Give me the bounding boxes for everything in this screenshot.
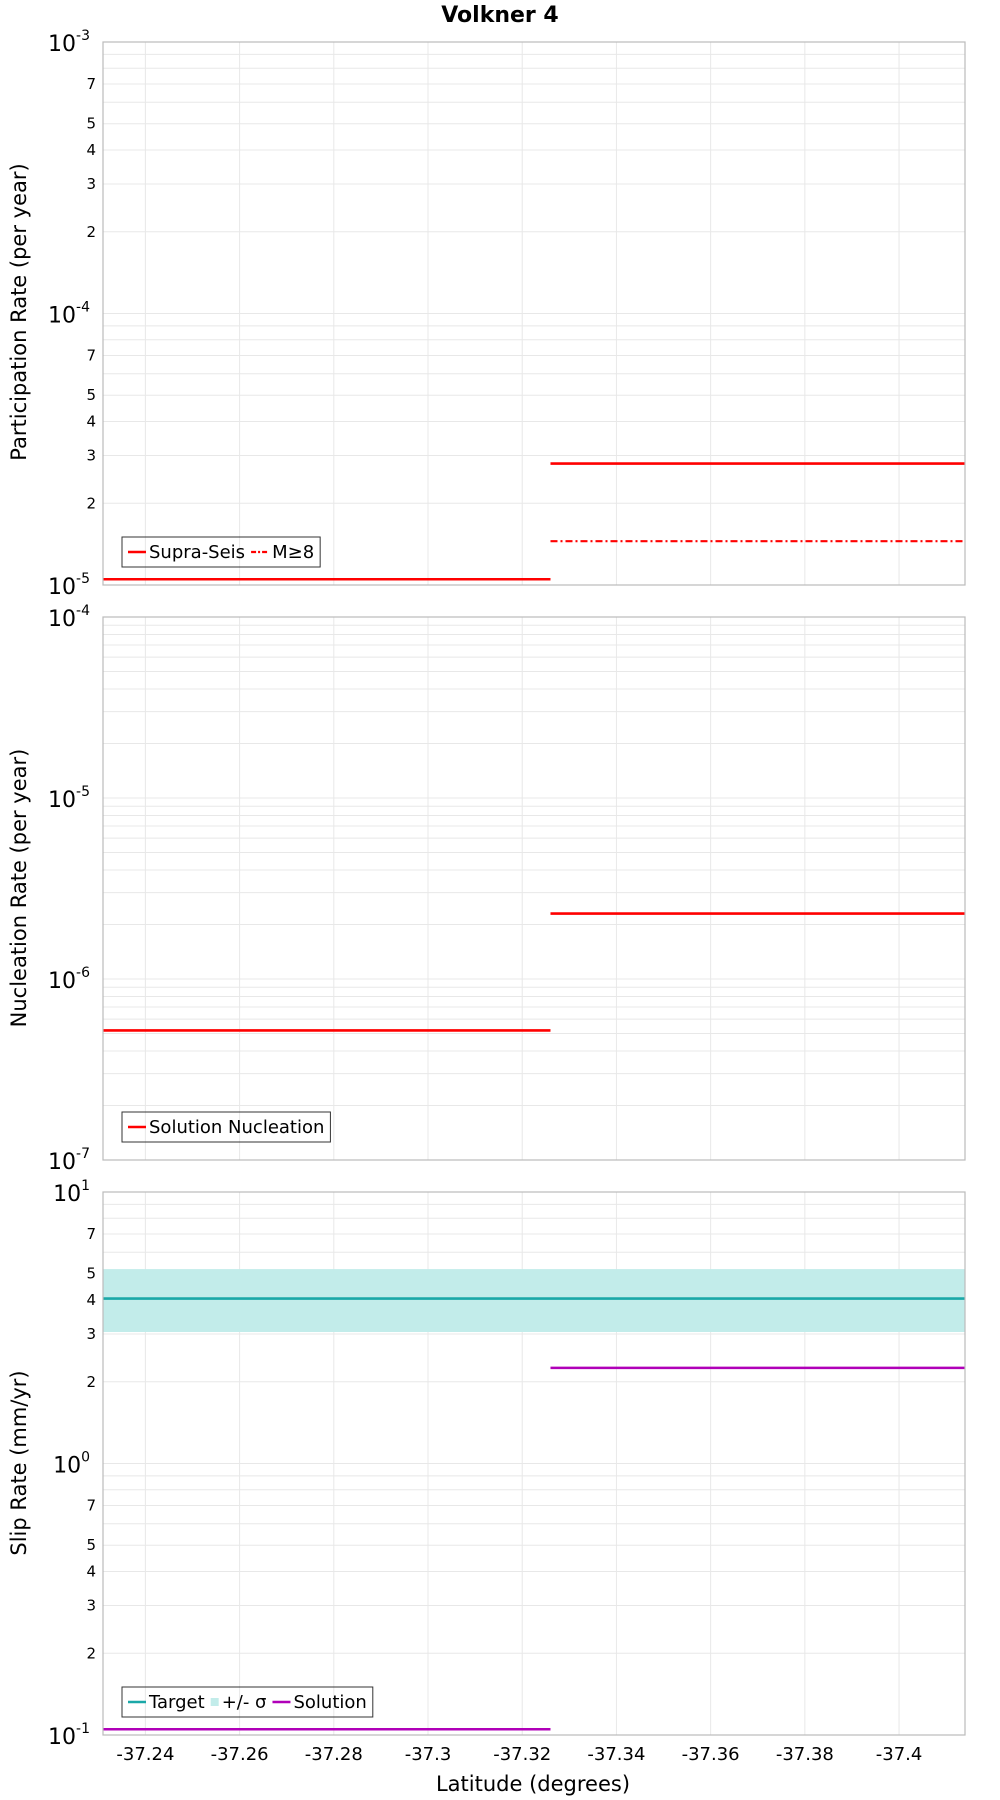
x-tick-label: -37.34 <box>587 1744 645 1765</box>
y-tick-minor-label: 4 <box>86 141 96 159</box>
sliprate-ylabel: Slip Rate (mm/yr) <box>7 1370 31 1555</box>
y-tick-minor-label: 3 <box>86 446 96 464</box>
y-tick-minor-label: 7 <box>86 75 96 93</box>
legend-label: M≥8 <box>272 542 314 563</box>
y-tick-minor-label: 3 <box>86 1596 96 1614</box>
y-tick-minor-label: 2 <box>86 223 96 241</box>
y-tick-decade-label: 10-4 <box>48 603 90 632</box>
y-tick-minor-label: 7 <box>86 1225 96 1243</box>
legend-swatch-band <box>210 1698 219 1706</box>
y-tick-minor-label: 4 <box>86 413 96 431</box>
x-axis-label: Latitude (degrees) <box>436 1772 630 1796</box>
y-tick-minor-label: 3 <box>86 175 96 193</box>
y-tick-minor-label: 5 <box>86 1536 96 1554</box>
legend-label: Solution <box>293 1692 366 1713</box>
y-tick-minor-label: 2 <box>86 494 96 512</box>
legend: Target +/- σ Solution <box>121 1686 374 1718</box>
chart-title: Volkner 4 <box>441 3 559 28</box>
plot-frame <box>102 1191 966 1736</box>
participation-rate-panel: 10-3 10-4 10-5 2 3 4 5 7 2 3 4 5 7 Supra-Seis M≥8 <box>48 28 966 600</box>
y-tick-minor-label: 5 <box>86 115 96 133</box>
x-tick-label: -37.4 <box>876 1744 923 1765</box>
legend-label: +/- σ <box>222 1692 267 1713</box>
legend: Solution Nucleation <box>121 1111 331 1143</box>
y-tick-minor-label: 5 <box>86 1265 96 1283</box>
legend-box <box>121 536 321 568</box>
y-tick-decade-label: 10-4 <box>48 300 90 329</box>
y-tick-decade-label: 10-6 <box>48 965 90 994</box>
legend-label: Target <box>148 1692 205 1713</box>
participation-ylabel: Participation Rate (per year) <box>7 163 31 460</box>
y-tick-decade-label: 10-5 <box>48 784 90 813</box>
y-tick-minor-label: 7 <box>86 1497 96 1515</box>
legend-box <box>121 1111 331 1143</box>
x-tick-label: -37.32 <box>493 1744 551 1765</box>
x-tick-label: -37.3 <box>405 1744 452 1765</box>
y-tick-minor-label: 7 <box>86 347 96 365</box>
y-tick-decade-label: 10-1 <box>48 1721 90 1750</box>
y-tick-minor-label: 3 <box>86 1325 96 1343</box>
y-tick-minor-label: 4 <box>86 1563 96 1581</box>
plot-frame <box>102 41 966 586</box>
y-tick-minor-label: 2 <box>86 1644 96 1662</box>
x-tick-label: -37.28 <box>305 1744 363 1765</box>
y-tick-minor-label: 5 <box>86 386 96 404</box>
y-tick-minor-label: 2 <box>86 1373 96 1391</box>
y-tick-decade-label: 10-3 <box>48 28 90 57</box>
legend-label: Supra-Seis <box>149 542 245 563</box>
nucleation-ylabel: Nucleation Rate (per year) <box>7 749 31 1028</box>
y-tick-decade-label: 100 <box>53 1450 90 1479</box>
y-tick-decade-label: 10-5 <box>48 571 90 600</box>
legend: Supra-Seis M≥8 <box>121 536 321 568</box>
x-tick-label: -37.26 <box>211 1744 269 1765</box>
x-tick-label: -37.24 <box>116 1744 174 1765</box>
slip-rate-panel: 101 100 10-1 2 3 4 5 7 2 3 4 5 7 Target +/- σ Solution -… <box>48 1178 966 1765</box>
y-tick-minor-label: 4 <box>86 1291 96 1309</box>
y-tick-decade-label: 101 <box>53 1178 90 1207</box>
sigma-band <box>103 1269 965 1333</box>
legend-label: Solution Nucleation <box>149 1117 324 1138</box>
legend-box <box>121 1686 374 1718</box>
plot-frame <box>102 616 966 1161</box>
x-tick-label: -37.36 <box>682 1744 740 1765</box>
nucleation-rate-panel: 10-4 10-5 10-6 10-7 Solution Nucleation <box>48 603 966 1175</box>
x-tick-label: -37.38 <box>776 1744 834 1765</box>
y-tick-decade-label: 10-7 <box>48 1146 90 1175</box>
